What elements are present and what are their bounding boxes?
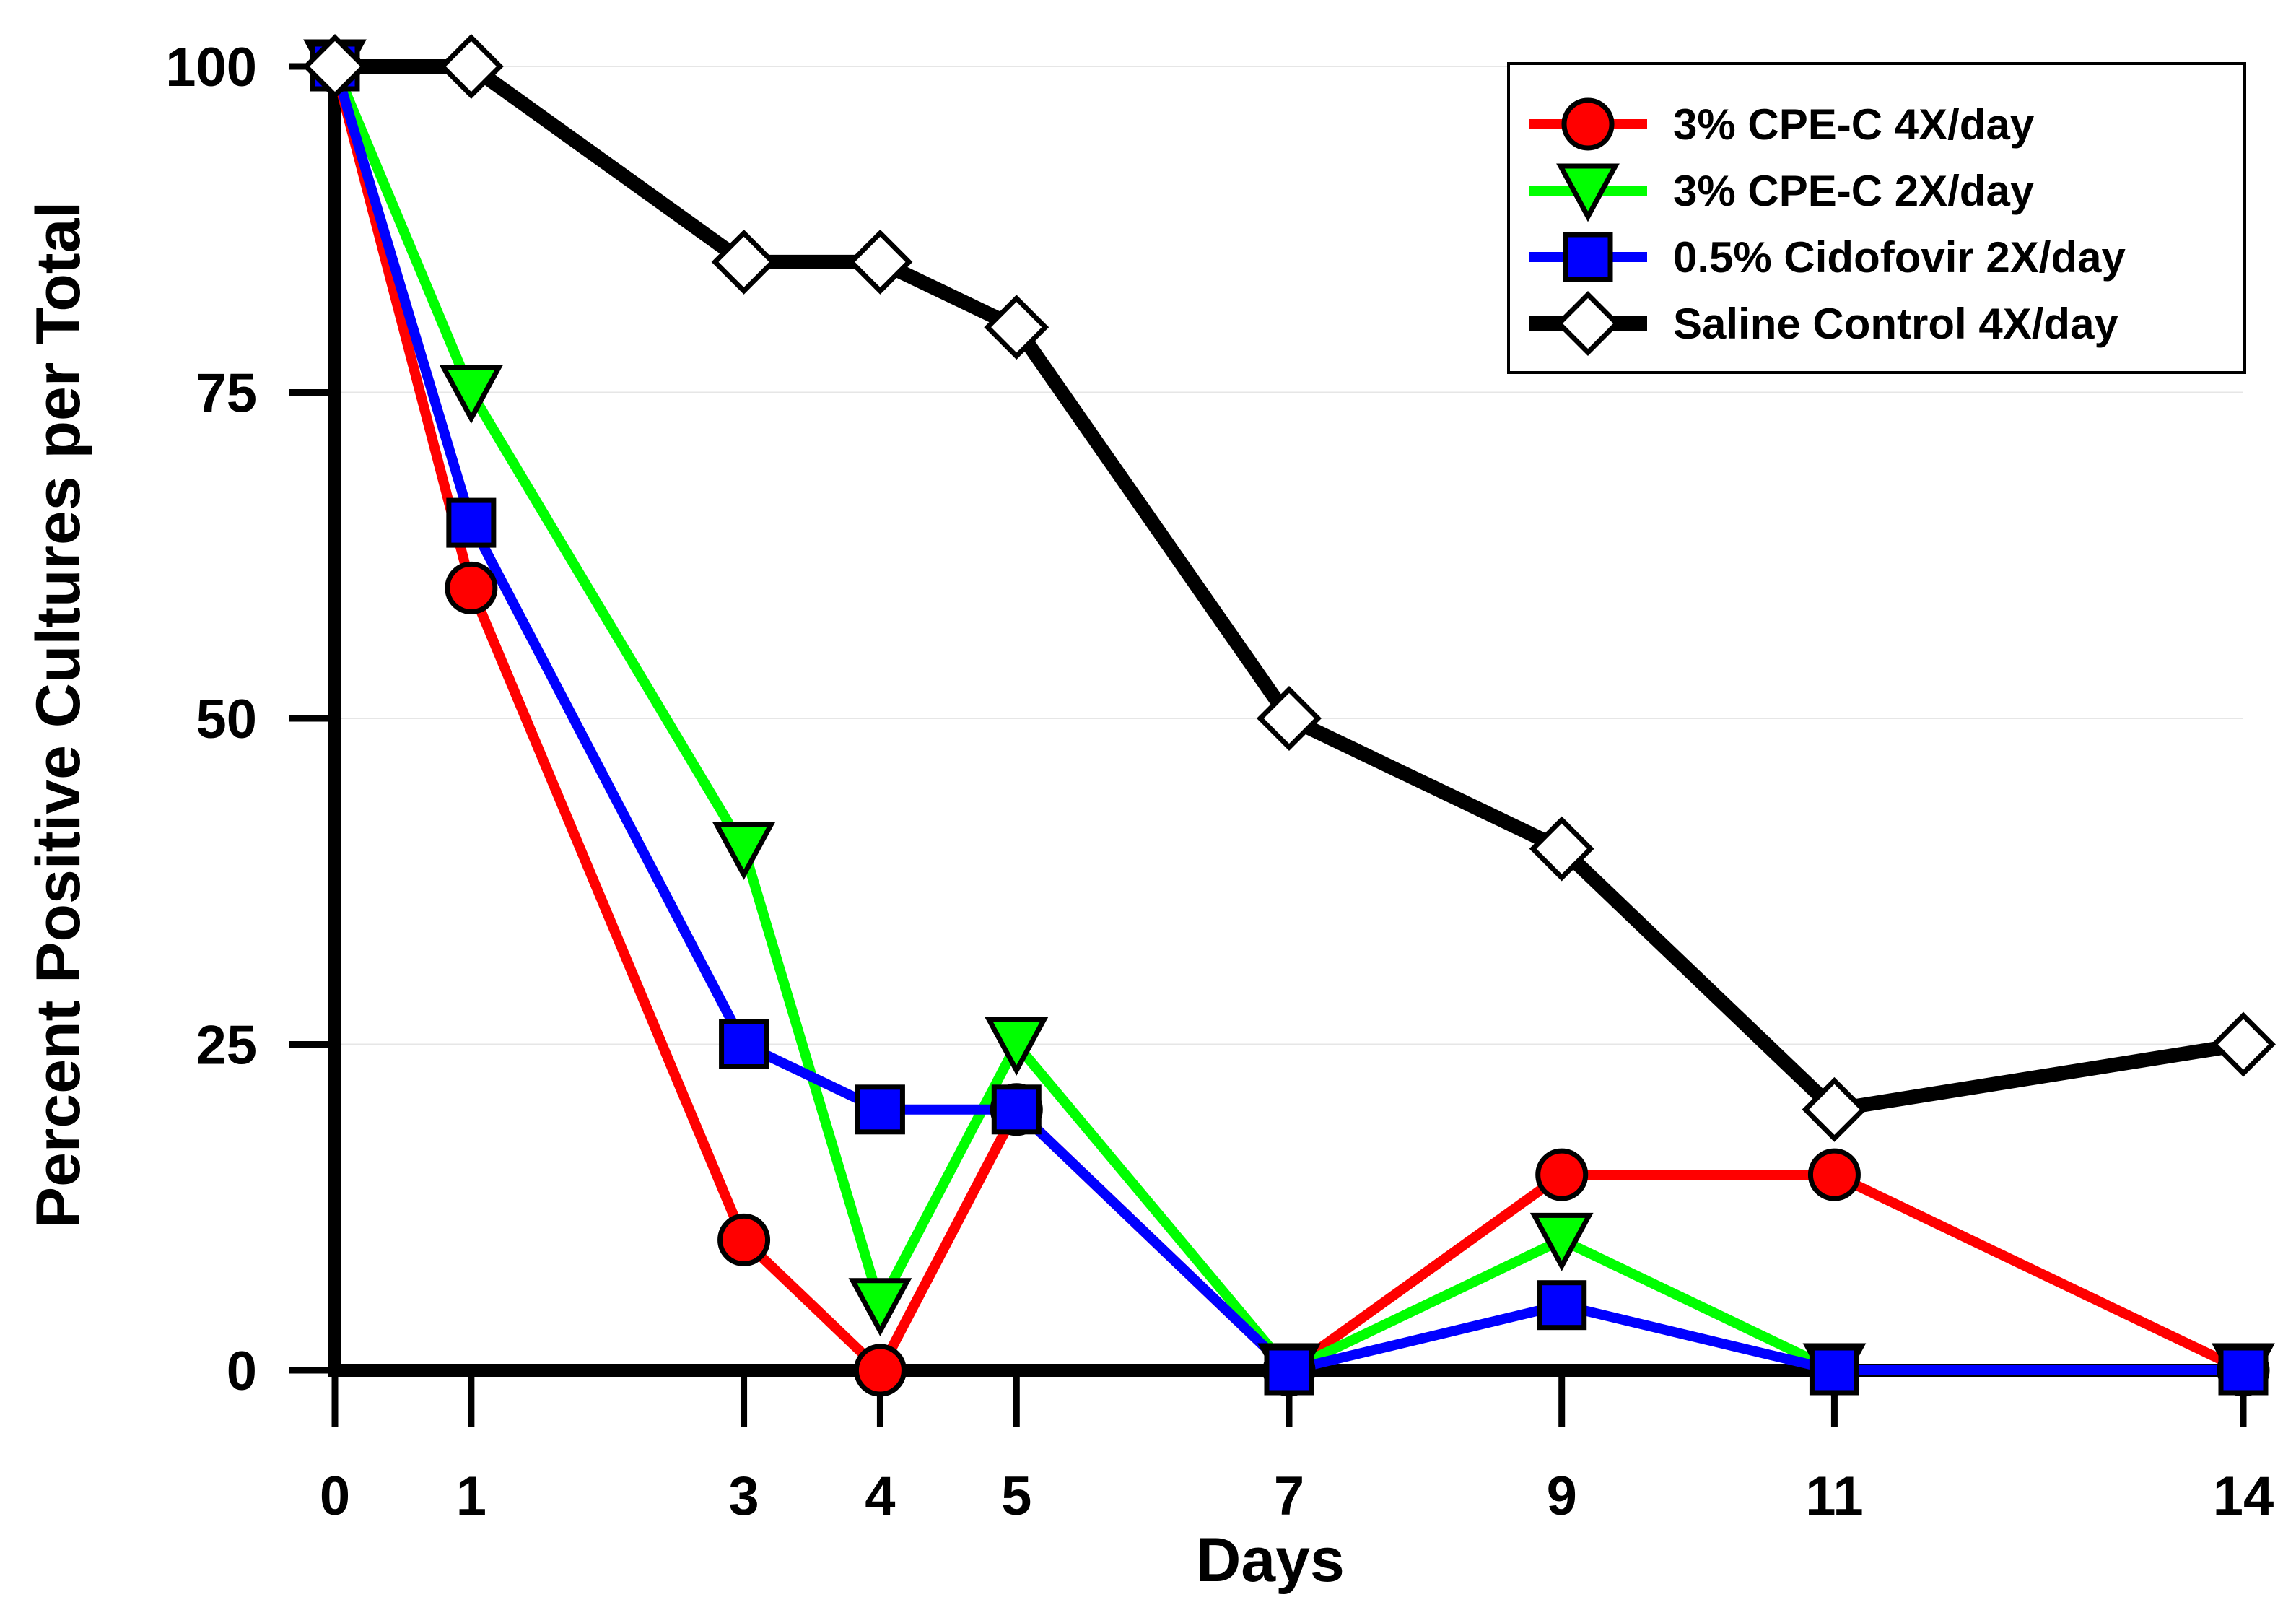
legend-label: 3% CPE-C 2X/day [1673,167,2035,215]
x-tick-label: 4 [865,1466,895,1527]
tick-labels: 0 25 50 75 100 0 1 3 4 5 7 9 11 14 [165,37,2274,1527]
y-tick-label: 100 [165,37,257,98]
data-point [1809,1345,1859,1396]
data-point [855,1084,905,1135]
data-point [446,497,497,548]
legend-label: 0.5% Cidofovir 2X/day [1673,233,2126,282]
data-point [985,1017,1049,1076]
data-point [991,1084,1042,1135]
data-point [1537,1280,1587,1331]
legend-marker [1563,232,1613,282]
x-tick-label: 11 [1805,1466,1863,1527]
data-point [2218,1345,2269,1396]
data-point [853,1344,907,1397]
y-axis-title: Percent Positive Cultures per Total [24,201,93,1229]
data-point [445,561,498,614]
x-axis-title: Days [1196,1526,1345,1595]
data-point [1807,1148,1861,1201]
x-tick-label: 7 [1274,1466,1304,1527]
data-point [719,1019,769,1069]
x-tick-label: 9 [1547,1466,1577,1527]
data-point [1529,816,1594,882]
data-point [717,1213,771,1266]
legend: 3% CPE-C 4X/day 3% CPE-C 2X/day 0.5% Cidof… [1507,62,2246,374]
data-point [712,822,776,880]
data-point [848,1278,912,1337]
data-point [439,365,503,424]
data-point [1802,1076,1867,1142]
legend-marker [1556,163,1620,222]
data-point [1257,686,1322,751]
data-point [438,34,504,99]
data-point [302,34,367,99]
legend-box [1507,62,2246,374]
data-point [711,229,777,295]
legend-label: 3% CPE-C 4X/day [1673,100,2035,149]
x-tick-label: 1 [456,1466,486,1527]
data-point [847,229,913,295]
y-tick-label: 75 [196,363,257,425]
data-point [1535,1148,1589,1201]
x-tick-label: 5 [1001,1466,1031,1527]
data-point [1264,1345,1314,1396]
legend-marker [1561,97,1615,151]
y-tick-label: 50 [196,689,257,750]
legend-marker [1555,291,1620,356]
x-tick-label: 14 [2213,1466,2274,1527]
data-point [984,295,1049,360]
data-point [1529,1212,1594,1271]
data-point [2211,1011,2276,1077]
legend-label: Saline Control 4X/day [1673,300,2118,348]
series-markers [302,34,2276,1402]
x-tick-label: 0 [320,1466,350,1527]
x-tick-label: 3 [728,1466,759,1527]
y-tick-label: 25 [196,1015,257,1076]
y-tick-label: 0 [227,1341,257,1402]
